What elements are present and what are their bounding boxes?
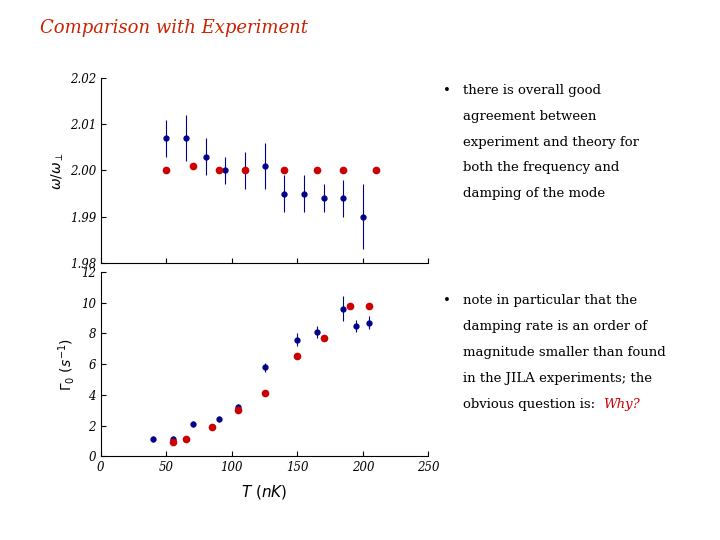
Text: agreement between: agreement between bbox=[463, 110, 596, 123]
Text: obvious question is:: obvious question is: bbox=[463, 398, 599, 411]
Text: Why?: Why? bbox=[603, 398, 640, 411]
Text: there is overall good: there is overall good bbox=[463, 84, 601, 97]
Text: $T\ (nK)$: $T\ (nK)$ bbox=[241, 483, 287, 501]
Y-axis label: $\Gamma_0\ (s^{-1})$: $\Gamma_0\ (s^{-1})$ bbox=[55, 338, 77, 390]
Text: both the frequency and: both the frequency and bbox=[463, 161, 619, 174]
Y-axis label: $\omega/\omega_\perp$: $\omega/\omega_\perp$ bbox=[49, 151, 66, 190]
Text: damping of the mode: damping of the mode bbox=[463, 187, 605, 200]
Text: •: • bbox=[443, 84, 451, 97]
Text: in the JILA experiments; the: in the JILA experiments; the bbox=[463, 372, 652, 385]
Text: •: • bbox=[443, 294, 451, 307]
Text: magnitude smaller than found: magnitude smaller than found bbox=[463, 346, 666, 359]
Text: damping rate is an order of: damping rate is an order of bbox=[463, 320, 647, 333]
Text: experiment and theory for: experiment and theory for bbox=[463, 136, 639, 148]
Text: Comparison with Experiment: Comparison with Experiment bbox=[40, 19, 307, 37]
Text: note in particular that the: note in particular that the bbox=[463, 294, 637, 307]
